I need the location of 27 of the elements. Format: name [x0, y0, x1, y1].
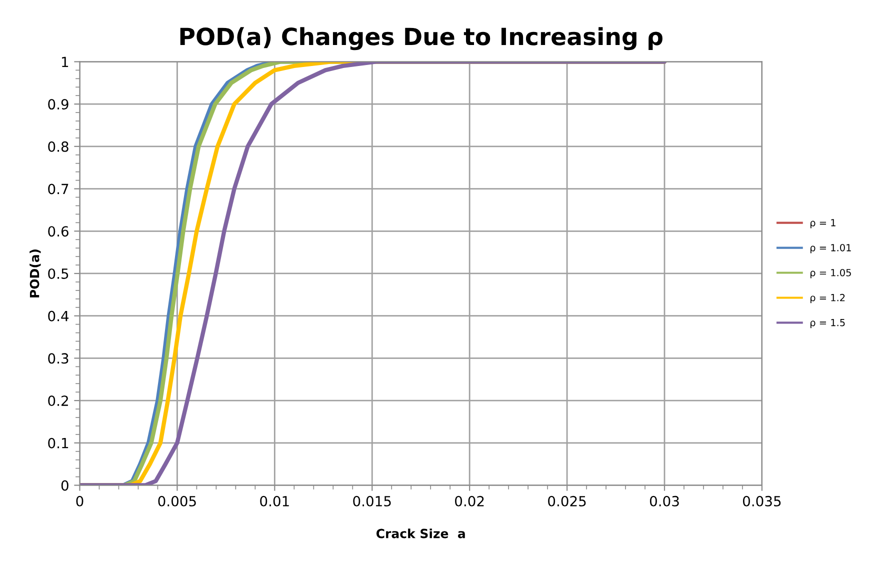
x-axis-title: Crack Size a: [376, 528, 465, 538]
x-tick-label: 0: [76, 496, 84, 506]
x-tick-label: 0.01: [260, 496, 289, 506]
y-tick-label: 0.4: [48, 310, 69, 322]
y-tick-label: 1: [62, 56, 68, 67]
y-axis-title: POD(a): [30, 250, 41, 298]
x-tick-label: 0.005: [158, 496, 196, 506]
y-tick-label: 0.3: [48, 353, 68, 364]
y-tick-label: 0.9: [48, 99, 68, 110]
x-tick-label: 0.015: [353, 496, 391, 506]
legend-label: ρ = 1: [810, 219, 836, 228]
legend-label: ρ = 1.5: [810, 319, 845, 328]
legend-label: ρ = 1.2: [810, 294, 845, 304]
y-tick-label: 0: [61, 480, 68, 491]
y-tick-label: 0.5: [48, 268, 68, 279]
x-tick-label: 0.025: [548, 496, 586, 506]
legend-label: ρ = 1.01: [810, 244, 851, 254]
x-tick-label: 0.02: [455, 496, 484, 506]
x-tick-label: 0.035: [742, 496, 781, 506]
y-tick-label: 0.8: [48, 141, 68, 152]
x-tick-label: 0.03: [650, 496, 679, 506]
y-tick-label: 0.1: [48, 438, 68, 448]
y-tick-label: 0.6: [48, 226, 68, 237]
y-tick-label: 0.7: [48, 184, 68, 194]
legend-label: ρ = 1.05: [810, 268, 851, 278]
y-tick-label: 0.2: [48, 396, 68, 406]
chart-title: POD(a) Changes Due to Increasing ρ: [180, 27, 662, 50]
